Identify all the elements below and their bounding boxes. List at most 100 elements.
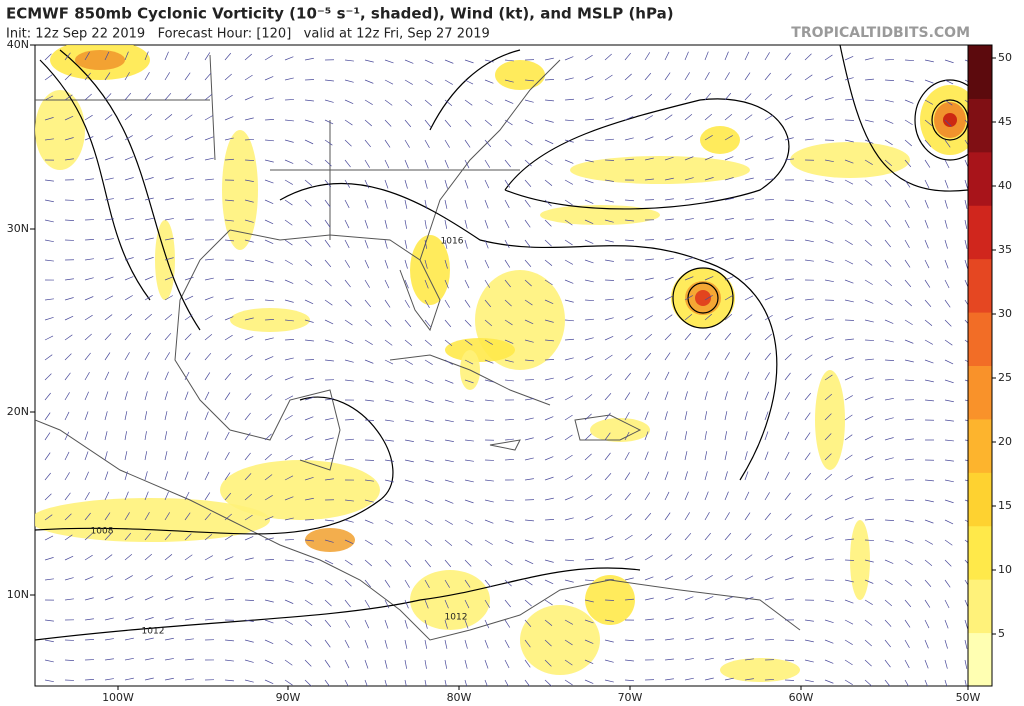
wind-barb	[64, 492, 71, 501]
wind-barb	[864, 259, 873, 266]
wind-barb	[344, 119, 353, 126]
wind-barb	[464, 379, 474, 384]
wind-barb	[364, 479, 374, 482]
wind-barb	[504, 619, 511, 628]
wind-barb	[244, 578, 255, 581]
wind-barb	[484, 299, 492, 308]
wind-barb	[724, 658, 734, 661]
wind-barb	[204, 576, 214, 581]
wind-barb	[664, 114, 673, 121]
colorbar-segment	[968, 151, 992, 206]
wind-barb	[284, 339, 295, 341]
wind-barb	[164, 431, 168, 441]
wind-barb	[604, 138, 614, 141]
wind-barb	[284, 599, 294, 604]
wind-barb	[104, 352, 111, 361]
wind-barb	[384, 339, 393, 346]
wind-barb	[124, 276, 134, 281]
wind-barb	[864, 219, 872, 227]
wind-barb	[244, 514, 253, 521]
wind-barb	[724, 92, 732, 101]
wind-barb	[344, 299, 352, 307]
wind-barb	[324, 559, 334, 565]
wind-barb	[144, 217, 154, 221]
wind-barb	[224, 472, 231, 481]
wind-barb	[84, 597, 94, 601]
wind-barb	[284, 239, 293, 246]
wind-barb	[544, 579, 554, 585]
wind-barb	[844, 496, 854, 501]
vorticity-shading	[695, 290, 711, 306]
wind-barb	[544, 679, 552, 686]
wind-barb	[504, 679, 509, 686]
wind-barb	[384, 559, 392, 567]
wind-barb	[424, 439, 434, 443]
wind-barb	[324, 619, 332, 628]
wind-barb	[724, 553, 733, 561]
wind-barb	[324, 519, 334, 522]
wind-barb	[184, 371, 190, 381]
wind-barb	[744, 238, 754, 241]
wind-barb	[404, 279, 409, 289]
wind-barb	[704, 177, 714, 181]
wind-barb	[404, 99, 413, 107]
wind-barb	[624, 116, 634, 121]
wind-barb	[404, 639, 408, 649]
wind-barb	[64, 315, 74, 321]
wind-barb	[104, 177, 114, 181]
wind-barb	[304, 539, 314, 542]
wind-barb	[764, 411, 769, 421]
wind-barb	[464, 139, 471, 148]
wind-barb	[944, 439, 954, 442]
wind-barb	[284, 299, 294, 303]
wind-barb	[564, 319, 574, 322]
wind-barb	[124, 451, 128, 461]
wind-barb	[264, 679, 274, 684]
wind-barb	[844, 319, 855, 321]
wind-barb	[364, 639, 369, 649]
wind-barb	[844, 357, 854, 361]
wind-barb	[644, 277, 654, 281]
wind-barb	[704, 156, 714, 161]
wind-barb	[404, 459, 414, 463]
wind-barb	[924, 499, 934, 503]
wind-barb	[884, 579, 893, 586]
wind-barb	[384, 459, 394, 462]
wind-barb	[244, 639, 254, 643]
wind-barb	[564, 517, 574, 521]
wind-barb	[524, 159, 532, 167]
wind-barb	[184, 156, 194, 161]
wind-barb	[224, 392, 231, 401]
wind-barb	[304, 619, 313, 627]
wind-barb	[804, 535, 814, 541]
colorbar-segment	[968, 312, 992, 366]
wind-barb	[44, 412, 51, 421]
wind-barb	[504, 539, 514, 544]
wind-barb	[804, 239, 814, 243]
wind-barb	[884, 119, 894, 124]
wind-barb	[324, 599, 332, 607]
wind-barb	[724, 295, 733, 301]
wind-barb	[464, 99, 473, 106]
wind-barb	[164, 218, 174, 221]
wind-barb	[724, 431, 728, 441]
wind-barb	[104, 512, 111, 521]
wind-barb	[384, 299, 391, 308]
wind-barb	[484, 179, 490, 189]
wind-barb	[884, 259, 892, 267]
wind-barb	[484, 559, 493, 567]
wind-barb	[784, 431, 790, 441]
wind-barb	[184, 431, 188, 441]
wind-barb	[904, 139, 912, 147]
wind-barb	[304, 219, 312, 227]
wind-barb	[904, 559, 913, 566]
wind-barb	[384, 99, 393, 106]
wind-barb	[644, 451, 649, 461]
wind-barb	[104, 491, 110, 501]
wind-barb	[664, 638, 674, 641]
wind-barb	[184, 257, 194, 261]
wind-barb	[544, 519, 555, 521]
wind-barb	[624, 472, 631, 481]
wind-barb	[584, 279, 594, 283]
wind-barb	[564, 395, 574, 401]
